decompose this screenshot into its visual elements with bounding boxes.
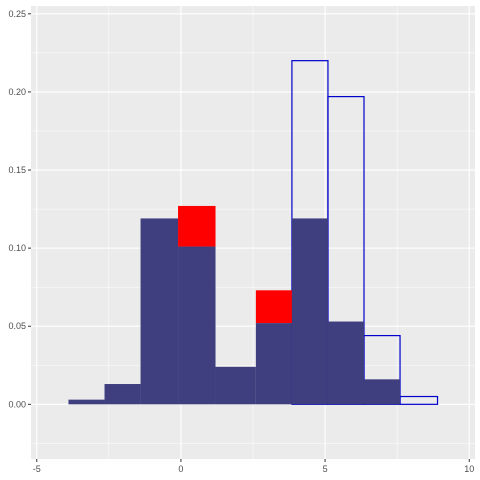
- y-tick-label: 0.25: [8, 9, 26, 19]
- x-tick-label: 10: [464, 464, 474, 474]
- filled-bar: [104, 384, 141, 405]
- filled-bar: [215, 366, 256, 405]
- filled-bar: [178, 246, 216, 405]
- histogram-bars: [68, 60, 439, 405]
- filled-bar: [140, 218, 179, 405]
- filled-bar: [364, 379, 401, 405]
- filled-bar: [327, 321, 364, 405]
- highlight-bar: [178, 205, 216, 247]
- highlight-bar: [255, 290, 292, 324]
- y-tick-label: 0.20: [8, 87, 26, 97]
- y-tick-label: 0.15: [8, 165, 26, 175]
- y-tick-label: 0.00: [8, 399, 26, 409]
- x-tick-label: -5: [33, 464, 41, 474]
- y-axis: 0.00 0.05 0.10 0.15 0.20 0.25: [8, 9, 31, 409]
- x-tick-label: 0: [178, 464, 183, 474]
- filled-bar: [68, 399, 105, 405]
- y-tick-label: 0.10: [8, 243, 26, 253]
- y-tick-label: 0.05: [8, 321, 26, 331]
- filled-bar: [255, 323, 292, 405]
- filled-bar: [291, 218, 328, 405]
- x-axis: -5 0 5 10: [33, 459, 474, 474]
- x-tick-label: 5: [323, 464, 328, 474]
